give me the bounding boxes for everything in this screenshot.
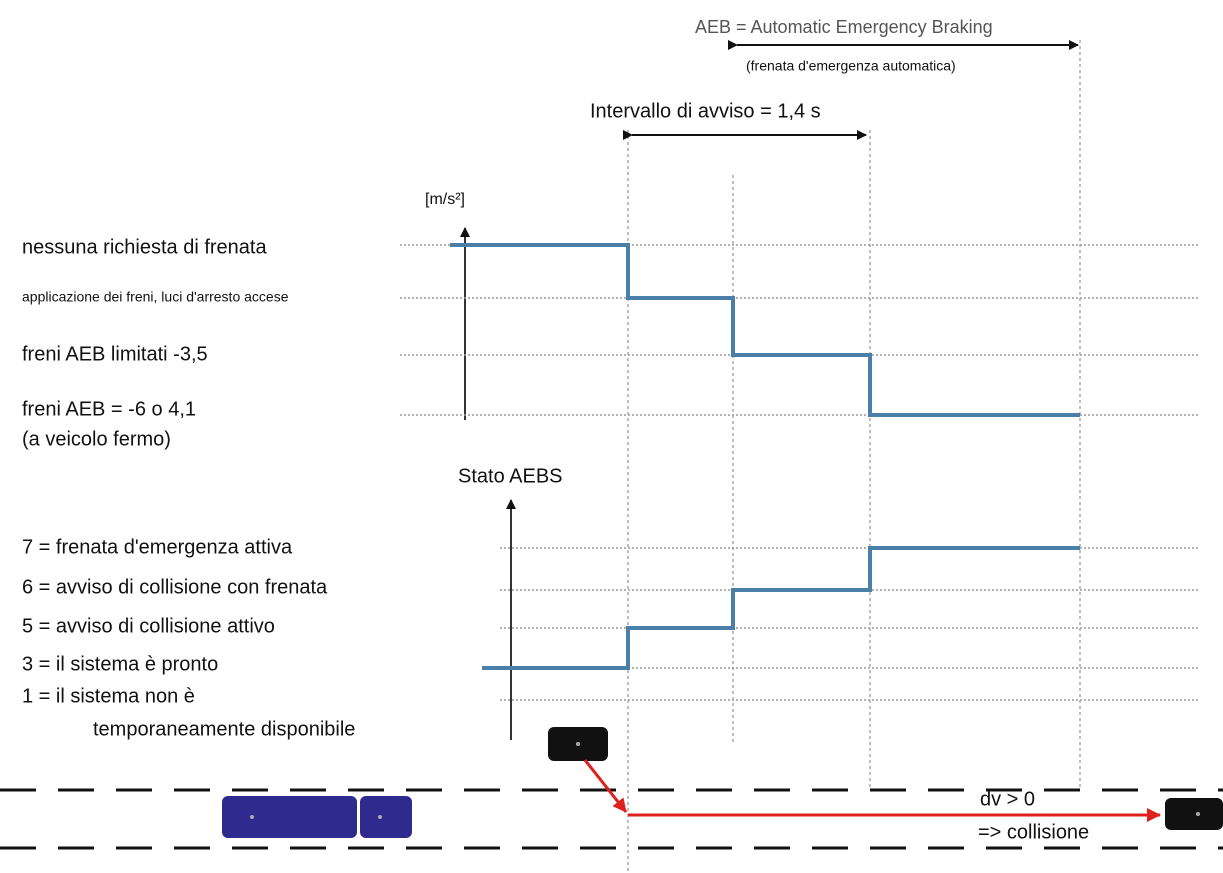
header-subtitle: (frenata d'emergenza automatica)	[746, 58, 956, 74]
collision-result: => collisione	[978, 821, 1089, 843]
upper-axis-label: [m/s²]	[425, 191, 465, 208]
header-title: AEB = Automatic Emergency Braking	[695, 17, 993, 37]
truck	[222, 796, 412, 838]
aeb-diagram: AEB = Automatic Emergency Braking (frena…	[0, 0, 1223, 873]
collision-condition: dv > 0	[980, 788, 1035, 810]
level-label: freni AEB = -6 o 4,1	[22, 398, 196, 420]
state-label: 1 = il sistema non è	[22, 685, 195, 707]
state-label: 6 = avviso di collisione con frenata	[22, 576, 328, 598]
state-label: 7 = frenata d'emergenza attiva	[22, 536, 293, 558]
level-label: applicazione dei freni, luci d'arresto a…	[22, 289, 289, 305]
car	[548, 727, 608, 761]
state-step	[482, 548, 1080, 668]
deceleration-step	[450, 245, 1080, 415]
interval-label: Intervallo di avviso = 1,4 s	[590, 100, 821, 122]
car	[1165, 798, 1223, 830]
level-label: freni AEB limitati -3,5	[22, 343, 208, 365]
timing-lines	[628, 40, 1080, 873]
level-label: nessuna richiesta di frenata	[22, 236, 267, 258]
lower-axis-label: Stato AEBS	[458, 465, 563, 487]
state-label: temporaneamente disponibile	[93, 718, 355, 740]
state-label: 3 = il sistema è pronto	[22, 653, 218, 675]
path-arrow	[585, 760, 626, 812]
lower-grid	[500, 548, 1200, 700]
state-label: 5 = avviso di collisione attivo	[22, 615, 275, 637]
level-label: (a veicolo fermo)	[22, 428, 171, 450]
